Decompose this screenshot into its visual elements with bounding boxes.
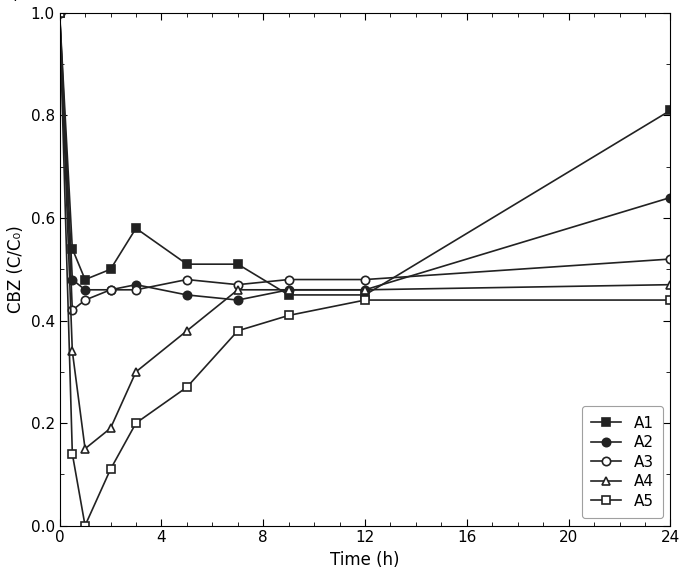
A5	[666, 297, 675, 304]
A2	[234, 297, 242, 304]
Y-axis label: CBZ (C/C₀): CBZ (C/C₀)	[7, 225, 25, 313]
Legend: A1, A2, A3, A4, A5: A1, A2, A3, A4, A5	[582, 406, 663, 518]
A4	[68, 348, 76, 355]
A2	[56, 9, 64, 16]
A2	[183, 291, 191, 298]
A3	[56, 9, 64, 16]
A4	[132, 369, 140, 376]
A3	[81, 297, 89, 304]
A5	[106, 466, 115, 473]
A5	[284, 312, 293, 319]
A5	[183, 384, 191, 391]
A4	[81, 445, 89, 452]
A5	[68, 450, 76, 457]
A3	[666, 256, 675, 263]
A3	[284, 276, 293, 283]
A2	[106, 286, 115, 293]
A2	[666, 194, 675, 201]
A2	[361, 286, 369, 293]
A1	[361, 291, 369, 298]
A1	[132, 225, 140, 232]
A3	[361, 276, 369, 283]
A3	[106, 286, 115, 293]
A5	[132, 420, 140, 427]
A4	[234, 286, 242, 293]
A2	[284, 286, 293, 293]
A2	[132, 281, 140, 288]
A2	[68, 276, 76, 283]
A1	[234, 261, 242, 268]
A1	[183, 261, 191, 268]
A4	[183, 327, 191, 334]
A3	[132, 286, 140, 293]
Line: A5: A5	[56, 9, 675, 530]
A1	[56, 9, 64, 16]
A5	[56, 9, 64, 16]
A1	[81, 276, 89, 283]
A5	[361, 297, 369, 304]
A5	[234, 327, 242, 334]
A3	[68, 307, 76, 314]
Text: (a1): (a1)	[0, 0, 20, 3]
A4	[56, 9, 64, 16]
A4	[361, 286, 369, 293]
Line: A3: A3	[56, 9, 675, 314]
A3	[234, 281, 242, 288]
X-axis label: Time (h): Time (h)	[330, 551, 400, 569]
A2	[81, 286, 89, 293]
A1	[284, 291, 293, 298]
A1	[666, 107, 675, 114]
A4	[284, 286, 293, 293]
A5	[81, 522, 89, 529]
A1	[106, 266, 115, 273]
Line: A4: A4	[56, 9, 675, 453]
A1	[68, 245, 76, 252]
Line: A1: A1	[56, 9, 675, 299]
A4	[666, 281, 675, 288]
A4	[106, 425, 115, 431]
Line: A2: A2	[56, 9, 675, 304]
A3	[183, 276, 191, 283]
